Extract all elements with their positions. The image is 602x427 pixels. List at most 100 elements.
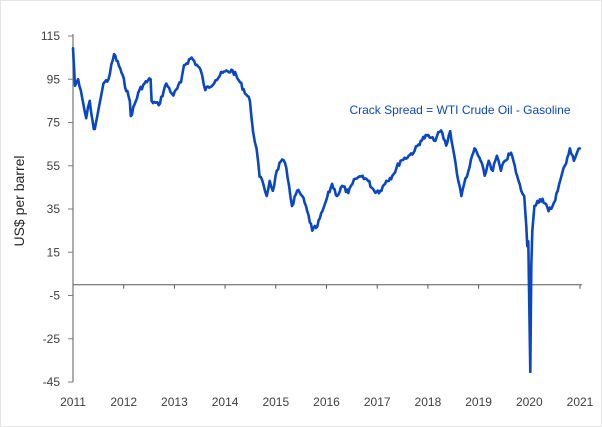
data-point — [341, 184, 344, 188]
data-point — [575, 151, 579, 154]
data-point — [503, 159, 507, 162]
y-tick-label: 115 — [41, 29, 60, 43]
data-point — [157, 104, 160, 107]
y-tick-label: 95 — [47, 72, 61, 86]
data-point — [275, 169, 279, 172]
data-point — [258, 175, 261, 178]
data-point — [118, 67, 122, 70]
data-point — [231, 69, 234, 72]
data-point — [483, 174, 486, 177]
series-layer — [71, 46, 582, 374]
data-point — [88, 99, 91, 103]
data-point — [129, 114, 132, 118]
data-point — [306, 209, 309, 213]
data-point — [464, 177, 467, 180]
y-tick-label: 55 — [47, 159, 61, 173]
data-point — [578, 147, 582, 150]
data-point — [172, 94, 175, 97]
data-point — [271, 189, 274, 193]
data-point — [128, 99, 131, 103]
data-point — [407, 154, 410, 158]
data-point — [316, 225, 319, 228]
data-point — [399, 159, 402, 162]
data-point — [311, 229, 314, 232]
data-point — [112, 52, 116, 56]
data-point — [449, 129, 452, 133]
data-point — [138, 88, 141, 92]
data-point — [473, 147, 476, 150]
data-point — [379, 189, 382, 193]
data-point — [515, 174, 519, 177]
data-point — [237, 79, 240, 82]
data-point — [533, 204, 536, 208]
data-point — [335, 194, 339, 198]
data-point — [479, 159, 482, 162]
data-point — [391, 174, 394, 177]
data-point — [283, 161, 287, 164]
data-point — [165, 82, 168, 85]
data-point — [487, 159, 490, 162]
data-point — [287, 184, 291, 187]
data-point — [199, 69, 202, 72]
chart-annotation: Crack Spread = WTI Crude Oil - Gasoline — [349, 103, 570, 117]
data-point — [530, 265, 533, 268]
data-point — [149, 78, 152, 81]
x-tick-label: 2011 — [60, 395, 86, 409]
data-point — [547, 209, 550, 213]
data-point — [491, 169, 494, 172]
y-tick-label: -25 — [43, 332, 61, 346]
data-point — [529, 370, 532, 374]
data-point — [279, 160, 283, 163]
x-tick-label: 2018 — [415, 395, 442, 409]
data-point — [457, 179, 460, 183]
data-point — [444, 144, 448, 147]
data-point — [268, 179, 271, 183]
data-point — [572, 159, 576, 162]
data-point — [179, 81, 183, 84]
data-point — [143, 82, 146, 85]
x-tick-label: 2017 — [364, 395, 391, 409]
x-tick-label: 2013 — [161, 395, 188, 409]
y-tick-label: 15 — [47, 245, 61, 259]
data-point — [290, 204, 294, 208]
data-point — [525, 225, 528, 228]
data-point — [523, 194, 526, 198]
data-point — [551, 204, 554, 208]
data-point — [556, 189, 559, 193]
x-tick-label: 2020 — [516, 395, 543, 409]
data-point — [300, 194, 304, 198]
data-point — [324, 199, 328, 203]
x-tick-label: 2015 — [262, 395, 289, 409]
data-point — [107, 78, 110, 81]
data-point — [182, 63, 186, 67]
x-tick-label: 2012 — [110, 395, 137, 409]
data-point — [330, 182, 334, 186]
data-point — [366, 179, 370, 183]
data-point — [509, 151, 513, 154]
data-point — [563, 164, 566, 167]
y-tick-label: -5 — [49, 289, 60, 303]
y-tick-label: -45 — [43, 375, 61, 389]
y-axis-title: US$ per barrel — [11, 155, 27, 246]
x-tick-label: 2019 — [465, 395, 492, 409]
data-point — [214, 79, 217, 82]
data-point — [559, 177, 562, 180]
data-point — [541, 197, 544, 201]
data-point — [204, 88, 207, 92]
data-point — [248, 99, 252, 103]
data-point — [190, 56, 193, 59]
data-point — [499, 169, 503, 172]
y-tick-label: 35 — [47, 202, 61, 216]
data-point — [385, 179, 388, 183]
data-point — [453, 154, 456, 157]
y-axis: 115 95 75 55 35 15 -5 -25 -45 — [41, 29, 74, 389]
data-point — [531, 229, 534, 233]
x-tick-label: 2021 — [567, 395, 594, 409]
y-tick-label: 75 — [47, 116, 61, 130]
data-point — [255, 147, 258, 150]
x-tick-label: 2014 — [212, 395, 239, 409]
data-point — [71, 46, 75, 50]
data-point — [432, 139, 436, 142]
